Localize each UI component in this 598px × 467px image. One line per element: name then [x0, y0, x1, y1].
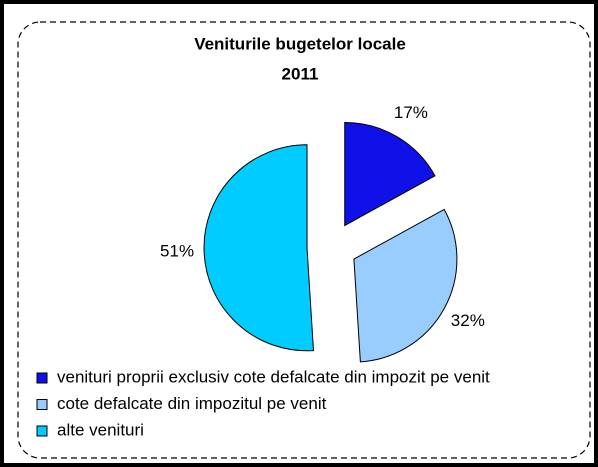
data-label: 17% [394, 103, 428, 122]
legend-label: cote defalcate din impozitul pe venit [57, 394, 327, 413]
data-label: 32% [451, 311, 485, 330]
legend-label: venituri proprii exclusiv cote defalcate… [57, 367, 490, 386]
chart-title: Veniturile bugetelor locale [194, 34, 406, 53]
data-label: 51% [160, 241, 194, 260]
pie-slice [353, 208, 458, 363]
legend-swatch [36, 399, 48, 410]
chart-area [17, 21, 591, 459]
legend-label: alte venituri [57, 420, 144, 439]
legend-swatch [36, 425, 48, 437]
pie-slice [203, 144, 315, 352]
legend-swatch [36, 372, 48, 384]
chart-subtitle: 2011 [282, 64, 319, 83]
pie-slice [344, 121, 436, 227]
